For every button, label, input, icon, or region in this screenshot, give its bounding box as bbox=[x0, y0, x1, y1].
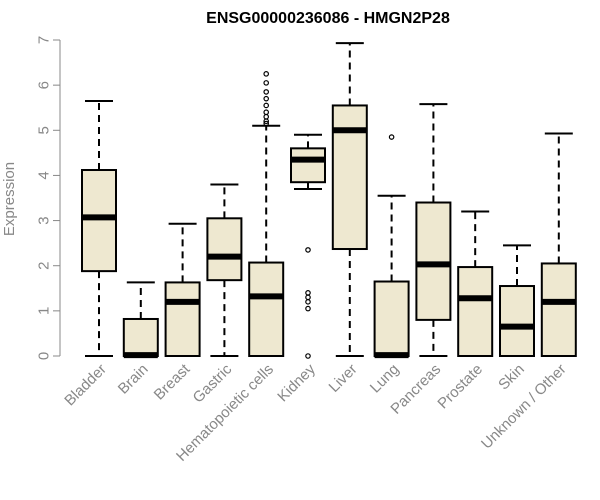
y-tick-label: 0 bbox=[36, 352, 53, 360]
outlier-point bbox=[263, 80, 270, 86]
y-tick-label: 5 bbox=[36, 126, 53, 134]
box-iqr bbox=[331, 104, 368, 251]
box-iqr bbox=[248, 261, 285, 358]
box-12 bbox=[540, 132, 577, 358]
y-axis-label: Expression bbox=[1, 162, 18, 236]
y-tick-label: 4 bbox=[36, 171, 53, 179]
x-tick-label: Liver bbox=[326, 361, 361, 396]
outlier-point bbox=[305, 353, 311, 359]
outlier-point bbox=[263, 89, 270, 95]
x-tick-label: Lung bbox=[367, 361, 403, 397]
box-5 bbox=[248, 71, 285, 358]
box-6 bbox=[290, 133, 326, 359]
box-9 bbox=[415, 103, 452, 357]
outlier-point bbox=[305, 247, 311, 253]
box-iqr bbox=[415, 201, 452, 321]
box-7 bbox=[331, 42, 368, 357]
box-iqr bbox=[122, 317, 159, 357]
x-tick-label: Brain bbox=[115, 361, 152, 398]
y-tick-label: 3 bbox=[36, 216, 53, 224]
y-tick-label: 7 bbox=[36, 36, 53, 44]
outlier-point bbox=[263, 95, 270, 102]
x-tick-label: Breast bbox=[151, 360, 194, 403]
outlier-point bbox=[305, 305, 311, 312]
box-iqr bbox=[373, 280, 410, 357]
y-tick-label: 1 bbox=[36, 307, 53, 315]
outlier-point bbox=[263, 71, 270, 77]
x-tick-label: Bladder bbox=[61, 361, 110, 410]
y-tick-label: 6 bbox=[36, 81, 53, 89]
chart-title: ENSG00000236086 - HMGN2P28 bbox=[206, 10, 450, 27]
box-2 bbox=[122, 281, 159, 359]
outlier-point bbox=[305, 289, 311, 296]
boxes-layer bbox=[81, 42, 577, 359]
outlier-point bbox=[263, 113, 270, 120]
box-4 bbox=[206, 183, 243, 357]
x-tick-label: Prostate bbox=[434, 361, 486, 413]
box-iqr bbox=[290, 147, 326, 184]
x-tick-label: Kidney bbox=[274, 360, 319, 405]
y-axis: 0 1 2 3 4 5 6 7 bbox=[36, 36, 61, 360]
outlier-point bbox=[263, 120, 270, 127]
outlier-point bbox=[388, 134, 395, 140]
box-iqr bbox=[164, 281, 201, 357]
outlier-point bbox=[263, 109, 270, 116]
outlier-point bbox=[263, 102, 270, 109]
box-iqr bbox=[81, 169, 117, 273]
box-1 bbox=[81, 99, 117, 357]
box-10 bbox=[457, 210, 494, 357]
box-iqr bbox=[499, 285, 535, 357]
box-iqr bbox=[206, 217, 243, 282]
box-3 bbox=[164, 222, 201, 357]
outlier-point bbox=[305, 299, 311, 305]
box-8 bbox=[373, 134, 410, 359]
y-tick-label: 2 bbox=[36, 262, 53, 270]
outlier-point bbox=[305, 294, 311, 301]
x-tick-label: Skin bbox=[495, 361, 528, 394]
box-11 bbox=[499, 244, 535, 357]
box-iqr bbox=[457, 266, 494, 357]
box-iqr bbox=[540, 262, 577, 358]
